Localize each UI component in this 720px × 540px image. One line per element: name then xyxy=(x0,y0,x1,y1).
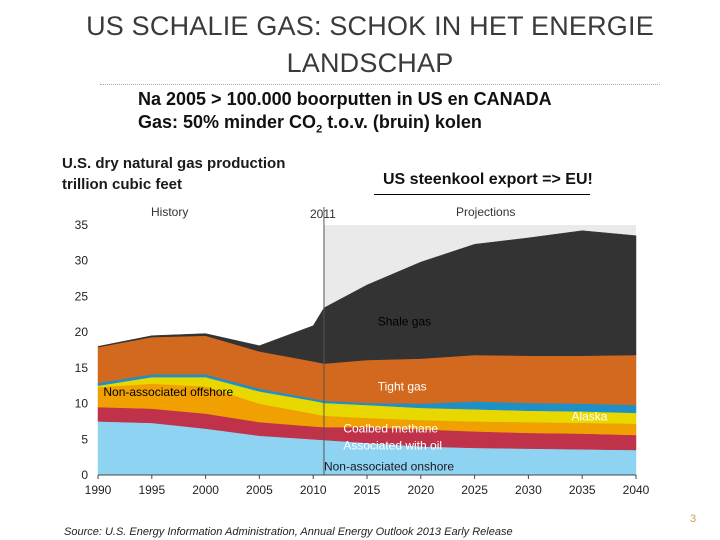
x-tick-label: 2035 xyxy=(569,483,596,497)
y-tick-label: 10 xyxy=(75,397,89,411)
title-divider xyxy=(100,84,660,86)
area-labels-group: Shale gas Tight gas Alaska Non-associated o… xyxy=(103,314,607,473)
y-tick-label: 20 xyxy=(75,325,89,339)
bullet-text: Na 2005 > 100.000 boorputten in US en CA… xyxy=(138,88,558,142)
area-label-shale: Shale gas xyxy=(378,314,431,328)
bullet-line-2: Gas: 50% minder CO2 t.o.v. (bruin) kolen xyxy=(138,111,558,142)
x-tick-label: 1990 xyxy=(85,483,112,497)
area-label-tight: Tight gas xyxy=(378,379,427,393)
gas-production-chart: 1990 1995 2000 2005 2010 2015 2020 2025 2030 2035… xyxy=(62,155,650,538)
right-margin xyxy=(656,150,720,540)
divider-year-label: 2011 xyxy=(310,207,336,221)
bullet-line-1: Na 2005 > 100.000 boorputten in US en CA… xyxy=(138,89,552,109)
chart-subtitle: trillion cubic feet xyxy=(62,176,182,193)
source-note: Source: U.S. Energy Information Administ… xyxy=(64,526,513,538)
area-shale xyxy=(97,230,637,364)
history-label: History xyxy=(151,205,188,219)
x-tick-label: 2030 xyxy=(515,483,542,497)
area-series-group xyxy=(97,230,637,476)
y-tick-label: 0 xyxy=(81,468,88,482)
y-tick-label: 30 xyxy=(75,254,89,268)
projections-label: Projections xyxy=(456,205,515,219)
slide-title: US SCHALIE GAS: SCHOK IN HET ENERGIE LAN… xyxy=(86,11,654,78)
area-label-coalbed: Coalbed methane xyxy=(343,422,438,436)
area-label-alaska: Alaska xyxy=(571,409,607,423)
area-label-onshore: Non-associated onshore xyxy=(324,459,454,473)
x-tick-label: 1995 xyxy=(138,483,165,497)
bullet-line-2-pre: Gas: 50% minder CO xyxy=(138,112,317,132)
x-tick-label: 2015 xyxy=(354,483,381,497)
y-tick-label: 25 xyxy=(75,289,89,303)
bullet-line-2-sub: 2 xyxy=(316,123,323,136)
area-label-offshore: Non-associated offshore xyxy=(103,385,233,399)
y-tick-label: 5 xyxy=(81,432,88,446)
callout-underline xyxy=(374,194,590,195)
chart-container: 1990 1995 2000 2005 2010 2015 2020 2025 2030 2035… xyxy=(60,150,656,540)
bullet-line-2-post: t.o.v. (bruin) kolen xyxy=(322,112,482,132)
axes-group: 1990 1995 2000 2005 2010 2015 2020 2025 2030 2035… xyxy=(75,218,650,497)
x-tick-label: 2000 xyxy=(192,483,219,497)
page-number: 3 xyxy=(690,513,697,525)
x-tick-label: 2010 xyxy=(300,483,327,497)
x-tick-label: 2020 xyxy=(407,483,434,497)
x-tick-label: 2005 xyxy=(246,483,273,497)
x-tick-label: 2040 xyxy=(623,483,650,497)
callout-text: US steenkool export => EU! xyxy=(383,171,593,188)
x-tick-label: 2025 xyxy=(461,483,488,497)
y-tick-label: 35 xyxy=(75,218,89,232)
area-label-associated: Associated with oil xyxy=(343,439,442,453)
chart-title: U.S. dry natural gas production xyxy=(62,155,285,172)
y-tick-label: 15 xyxy=(75,361,89,375)
